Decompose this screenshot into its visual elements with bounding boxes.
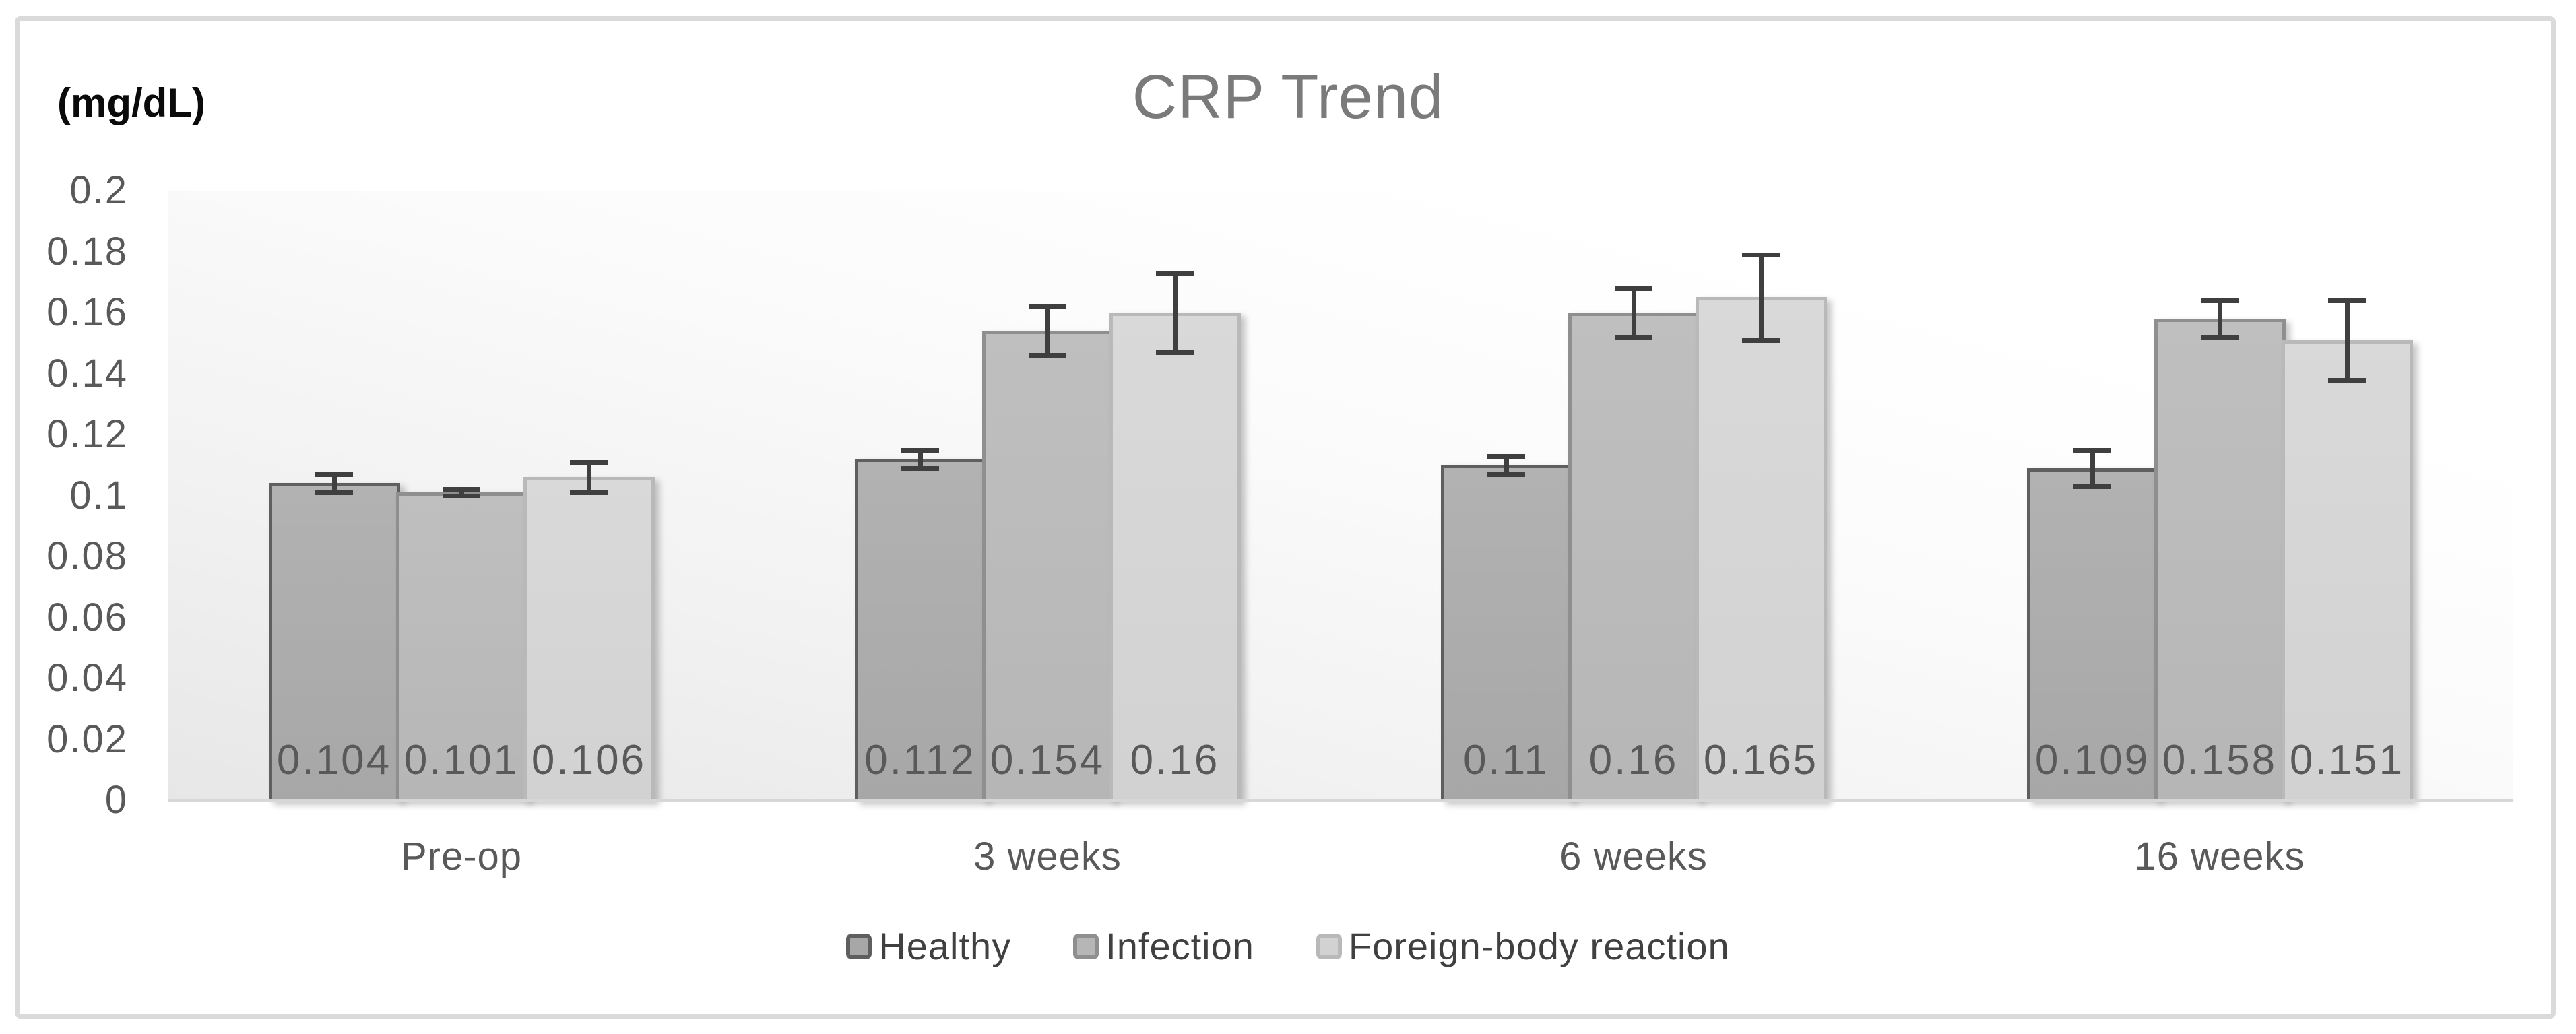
- error-bar: [332, 474, 337, 492]
- legend-marker-foreign-body-reaction-icon: [1316, 933, 1342, 959]
- y-axis-tick-label: 0.2: [69, 168, 128, 212]
- error-bar: [2345, 300, 2350, 380]
- x-axis-label-pre-op: Pre-op: [400, 835, 523, 878]
- y-axis-unit-label: (mg/dL): [57, 80, 205, 125]
- chart-title: CRP Trend: [1132, 63, 1444, 131]
- error-bar-cap: [1487, 453, 1525, 459]
- error-bar-cap: [1029, 304, 1066, 309]
- error-bar-cap: [570, 490, 608, 495]
- y-axis-tick-label: 0.08: [46, 534, 128, 578]
- legend-item-infection: Infection: [1073, 924, 1254, 968]
- error-bar-cap: [1156, 271, 1194, 276]
- error-bar: [587, 461, 591, 492]
- legend-label: Infection: [1105, 925, 1254, 967]
- bar-value-label: 0.158: [2162, 737, 2278, 783]
- y-axis-tick-label: 0.1: [69, 473, 128, 517]
- y-axis-tick-label: 0.12: [46, 412, 128, 456]
- x-axis-label-16-weeks: 16 weeks: [2134, 835, 2305, 878]
- error-bar-cap: [1742, 337, 1780, 343]
- bar-infection-6-weeks: [1568, 313, 1700, 802]
- y-axis-tick-label: 0.06: [46, 595, 128, 639]
- error-bar-cap: [570, 459, 608, 465]
- error-bar-cap: [2073, 484, 2111, 489]
- error-bar: [1504, 455, 1509, 474]
- error-bar-cap: [1615, 286, 1652, 291]
- error-bar: [2218, 300, 2222, 337]
- error-bar-cap: [901, 447, 939, 453]
- bar-value-label: 0.151: [2289, 737, 2405, 783]
- bar-value-label: 0.104: [276, 737, 392, 783]
- error-bar: [918, 449, 923, 468]
- bar-infection-3-weeks: [981, 331, 1114, 802]
- legend-marker-healthy-icon: [846, 933, 872, 959]
- legend-label: Foreign-body reaction: [1348, 925, 1730, 967]
- legend-item-healthy: Healthy: [846, 924, 1011, 968]
- error-bar-cap: [1742, 253, 1780, 258]
- y-axis-tick-label: 0.16: [46, 290, 128, 334]
- error-bar-cap: [1487, 472, 1525, 477]
- bar-foreign-body-reaction-16-weeks: [2281, 340, 2413, 802]
- bar-healthy-16-weeks: [2026, 467, 2158, 802]
- error-bar-cap: [2328, 377, 2366, 383]
- error-bar: [1045, 306, 1050, 356]
- legend: Healthy Infection Foreign-body reaction: [0, 924, 2576, 968]
- bar-value-label: 0.112: [864, 737, 976, 783]
- x-axis-label-6-weeks: 6 weeks: [1559, 835, 1708, 878]
- error-bar: [1632, 288, 1636, 337]
- error-bar-cap: [2201, 335, 2239, 340]
- error-bar: [1759, 255, 1764, 340]
- bar-infection-pre-op: [395, 492, 527, 802]
- bar-foreign-body-reaction-3-weeks: [1109, 313, 1241, 802]
- y-axis-tick-label: 0.04: [46, 656, 128, 700]
- bar-value-label: 0.106: [531, 737, 647, 783]
- bar-value-label: 0.154: [990, 737, 1105, 783]
- legend-item-foreign-body-reaction: Foreign-body reaction: [1316, 924, 1730, 968]
- error-bar: [1173, 273, 1178, 352]
- y-axis-tick-label: 0: [104, 778, 128, 822]
- legend-marker-infection-icon: [1073, 933, 1099, 959]
- legend-label: Healthy: [878, 925, 1012, 967]
- x-axis-label-3-weeks: 3 weeks: [973, 835, 1122, 878]
- bar-value-label: 0.16: [1130, 737, 1220, 783]
- bar-value-label: 0.109: [2034, 737, 2150, 783]
- bar-infection-16-weeks: [2154, 319, 2286, 802]
- bar-foreign-body-reaction-pre-op: [523, 477, 655, 802]
- bar-foreign-body-reaction-6-weeks: [1695, 297, 1827, 802]
- error-bar-cap: [1615, 335, 1652, 340]
- bar-value-label: 0.101: [404, 737, 519, 783]
- error-bar-cap: [2201, 298, 2239, 303]
- y-axis-tick-label: 0.02: [46, 717, 128, 761]
- error-bar: [459, 489, 464, 496]
- error-bar-cap: [1156, 350, 1194, 355]
- error-bar-cap: [443, 493, 480, 498]
- error-bar-cap: [901, 465, 939, 471]
- error-bar-cap: [2328, 298, 2366, 303]
- x-axis-line: [168, 799, 2513, 802]
- error-bar-cap: [315, 490, 353, 495]
- error-bar-cap: [443, 487, 480, 492]
- y-axis-tick-label: 0.14: [46, 351, 128, 395]
- error-bar-cap: [1029, 353, 1066, 358]
- bar-value-label: 0.165: [1703, 737, 1819, 783]
- bar-value-label: 0.11: [1462, 737, 1550, 783]
- error-bar: [2090, 449, 2095, 486]
- error-bar-cap: [2073, 447, 2111, 453]
- bar-value-label: 0.16: [1588, 737, 1679, 783]
- y-axis-tick-label: 0.18: [46, 229, 128, 273]
- error-bar-cap: [315, 472, 353, 477]
